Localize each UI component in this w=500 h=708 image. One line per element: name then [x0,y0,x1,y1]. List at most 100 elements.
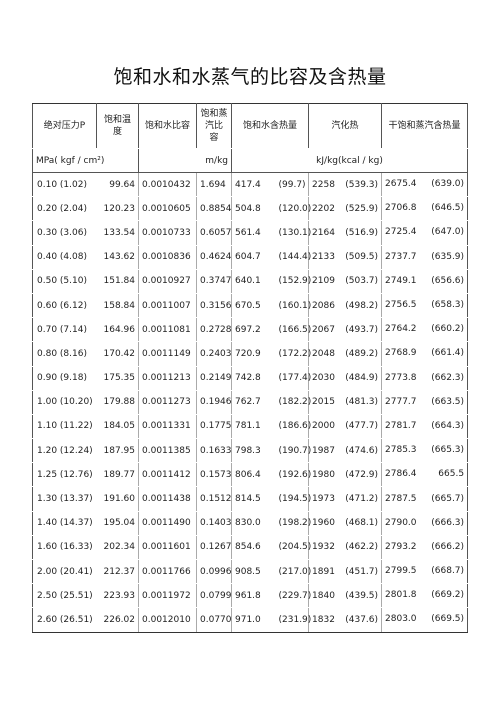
cell-pressure: 1.20 (12.24) [32,438,97,464]
cell-vaporization-kj: 2048 [308,341,342,367]
cell-water-volume: 0.0011331 [138,414,197,440]
cell-vaporization-kj: 2202 [308,196,342,222]
cell-water-volume: 0.0011149 [138,341,197,367]
cell-steam-enthalpy-kj: 2787.5 [381,486,424,512]
cell-steam-enthalpy-kj: 2749.1 [381,269,424,294]
cell-water-volume: 0.0011213 [138,366,197,391]
cell-steam-enthalpy-kj: 2801.8 [381,583,424,609]
cell-steam-volume: 0.1946 [196,390,232,415]
table-row: 1.25 (12.76) 189.77 0.0011412 0.1573 806.4 (1… [32,462,469,488]
cell-steam-enthalpy-kj: 2725.4 [381,220,424,246]
cell-temperature: 175.35 [96,366,139,391]
unit-enthalpy: kJ/kg(kcal / kg) [230,148,469,173]
cell-water-enthalpy-kj: 720.9 [231,341,276,367]
cell-temperature: 133.54 [96,220,139,246]
header-pressure: 绝对压力P [32,103,97,149]
table-row: 0.20 (2.04) 120.23 0.0010605 0.8854 504.8 (12… [32,196,469,222]
table-body: 0.10 (1.02) 99.64 0.0010432 1.694 417.4 (99.7… [32,172,469,633]
cell-vaporization-kj: 2258 [308,172,342,198]
cell-temperature: 120.23 [96,196,139,222]
table-unit-row: MPa( kgf / cm²) m/kg kJ/kg(kcal / kg) [32,148,469,173]
cell-vaporization-kj: 1840 [308,583,342,609]
cell-temperature: 143.62 [96,245,139,270]
cell-pressure: 1.30 (13.37) [32,486,97,512]
cell-steam-volume: 0.8854 [196,196,232,222]
cell-pressure: 2.00 (20.41) [32,559,97,585]
cell-steam-enthalpy-kcal: (662.3) [423,366,469,391]
cell-vaporization-kj: 2000 [308,414,342,440]
cell-water-enthalpy-kcal: (194.5) [275,486,311,512]
cell-steam-volume: 0.3747 [196,269,232,294]
cell-steam-volume: 0.0996 [196,559,232,585]
cell-steam-volume: 1.694 [196,172,232,198]
cell-water-enthalpy-kj: 762.7 [231,390,276,415]
cell-water-volume: 0.0012010 [138,607,197,633]
table-row: 1.00 (10.20) 179.88 0.0011273 0.1946 762.7 (1… [32,390,469,415]
cell-vaporization-kcal: (539.3) [341,172,382,198]
table-row: 0.80 (8.16) 170.42 0.0011149 0.2403 720.9 (17… [32,341,469,367]
cell-water-enthalpy-kj: 971.0 [231,607,276,633]
cell-pressure: 0.40 (4.08) [32,245,97,270]
cell-vaporization-kcal: (468.1) [341,511,382,536]
table-row: 1.20 (12.24) 187.95 0.0011385 0.1633 798.3 (1… [32,438,469,464]
table-row: 1.10 (11.22) 184.05 0.0011331 0.1775 781.1 (1… [32,414,469,440]
cell-steam-enthalpy-kj: 2785.3 [381,438,424,464]
cell-pressure: 0.10 (1.02) [32,172,97,198]
cell-steam-volume: 0.1633 [196,438,232,464]
cell-steam-enthalpy-kcal: (656.6) [423,269,469,294]
cell-vaporization-kcal: (462.2) [341,535,382,561]
cell-water-enthalpy-kcal: (130.1) [275,220,311,246]
cell-pressure: 1.60 (16.33) [32,535,97,561]
cell-steam-enthalpy-kj: 2706.8 [381,196,424,222]
cell-water-volume: 0.0011490 [138,511,197,536]
cell-steam-enthalpy-kcal: (660.2) [423,317,469,343]
cell-temperature: 99.64 [96,172,139,198]
cell-vaporization-kcal: (503.7) [341,269,382,294]
cell-water-enthalpy-kj: 908.5 [231,559,276,585]
cell-steam-volume: 0.1512 [196,486,232,512]
cell-vaporization-kj: 2015 [308,390,342,415]
cell-vaporization-kcal: (481.3) [341,390,382,415]
cell-steam-enthalpy-kcal: (669.2) [423,583,469,609]
cell-vaporization-kcal: (477.7) [341,414,382,440]
cell-water-enthalpy-kcal: (99.7) [275,172,309,198]
cell-pressure: 1.10 (11.22) [32,414,97,440]
cell-steam-volume: 0.1775 [196,414,232,440]
cell-water-enthalpy-kcal: (152.9) [275,269,311,294]
cell-steam-enthalpy-kcal: (666.3) [423,511,469,536]
table-row: 1.30 (13.37) 191.60 0.0011438 0.1512 814.5 (1… [32,486,469,512]
cell-steam-enthalpy-kcal: (664.3) [423,414,469,440]
table-row: 2.50 (25.51) 223.93 0.0011972 0.0799 961.8 (2… [32,583,469,609]
cell-steam-enthalpy-kj: 2764.2 [381,317,424,343]
header-water-enthalpy: 饱和水含热量 [230,103,310,149]
cell-vaporization-kj: 1960 [308,511,342,536]
cell-vaporization-kcal: (471.2) [341,486,382,512]
cell-pressure: 0.30 (3.06) [32,220,97,246]
cell-steam-volume: 0.0770 [196,607,232,633]
cell-steam-enthalpy-kcal: (663.5) [423,390,469,415]
cell-water-volume: 0.0011273 [138,390,197,415]
cell-water-enthalpy-kj: 781.1 [231,414,276,440]
cell-temperature: 179.88 [96,390,139,415]
cell-vaporization-kcal: (484.9) [341,366,382,391]
cell-vaporization-kcal: (439.5) [341,583,382,609]
cell-steam-enthalpy-kcal: (661.4) [423,341,469,367]
table-row: 1.60 (16.33) 202.34 0.0011601 0.1267 854.6 (2… [32,535,469,561]
cell-vaporization-kj: 2109 [308,269,342,294]
cell-pressure: 0.70 (7.14) [32,317,97,343]
cell-water-enthalpy-kcal: (198.2) [275,511,311,536]
cell-temperature: 151.84 [96,269,139,294]
cell-temperature: 189.77 [96,462,139,488]
cell-pressure: 0.90 (9.18) [32,366,97,391]
cell-water-enthalpy-kcal: (229.7) [275,583,311,609]
cell-water-volume: 0.0010927 [138,269,197,294]
cell-steam-enthalpy-kcal: 665.5 [423,462,469,488]
cell-steam-enthalpy-kcal: (666.2) [423,535,469,561]
cell-vaporization-kcal: (493.7) [341,317,382,343]
cell-vaporization-kj: 2030 [308,366,342,391]
cell-temperature: 202.34 [96,535,139,561]
cell-temperature: 191.60 [96,486,139,512]
cell-steam-enthalpy-kj: 2793.2 [381,535,424,561]
cell-steam-volume: 0.1267 [196,535,232,561]
cell-vaporization-kj: 1987 [308,438,342,464]
